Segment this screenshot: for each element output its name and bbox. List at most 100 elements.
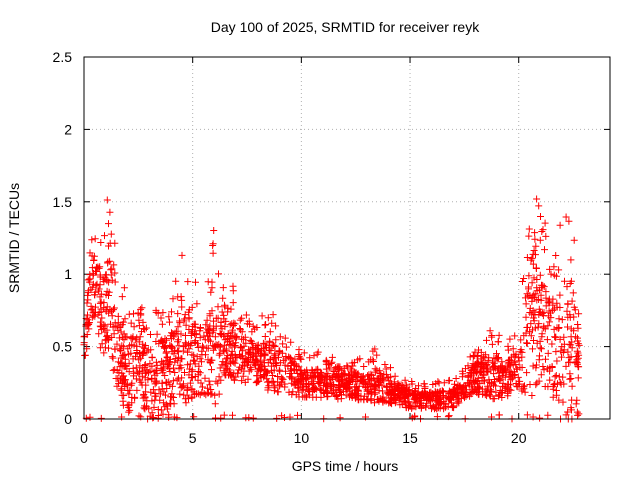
data-point	[136, 350, 143, 358]
data-point	[198, 351, 206, 359]
data-point	[281, 383, 289, 391]
data-point	[484, 382, 492, 390]
data-point	[525, 272, 533, 280]
data-point	[126, 406, 134, 414]
data-point	[237, 326, 244, 334]
data-point	[136, 333, 144, 341]
x-tick-label: 10	[294, 430, 310, 446]
data-point	[208, 284, 216, 292]
data-point	[86, 249, 94, 257]
data-point	[96, 344, 104, 352]
data-point	[203, 316, 211, 324]
data-point	[274, 388, 282, 396]
data-point	[97, 290, 105, 298]
data-point	[402, 385, 410, 393]
data-point	[524, 292, 532, 300]
data-point	[567, 404, 575, 412]
data-point	[262, 321, 270, 328]
data-point	[259, 339, 267, 347]
data-point	[263, 375, 271, 383]
data-point	[542, 302, 550, 310]
data-point	[214, 314, 222, 322]
data-point	[445, 387, 453, 395]
data-point	[489, 395, 497, 403]
data-point	[155, 340, 163, 348]
data-point	[343, 362, 351, 370]
data-point	[353, 377, 361, 385]
data-point	[257, 358, 265, 366]
data-point	[134, 309, 142, 317]
y-tick-label: 2	[64, 121, 72, 137]
data-point	[252, 356, 260, 364]
data-point	[294, 411, 301, 419]
data-point	[533, 379, 541, 387]
data-point	[501, 383, 509, 391]
data-point	[240, 342, 248, 350]
data-point	[373, 351, 381, 359]
data-point	[541, 219, 549, 227]
data-point	[542, 288, 550, 296]
data-point	[523, 411, 531, 419]
data-point	[187, 341, 195, 349]
data-point	[123, 401, 131, 409]
data-point	[419, 389, 427, 397]
data-point	[105, 344, 112, 352]
data-point	[506, 367, 514, 375]
data-point	[289, 388, 297, 396]
data-point	[412, 403, 420, 411]
data-point	[205, 377, 213, 385]
data-point	[484, 356, 492, 364]
data-point	[574, 411, 582, 419]
data-point	[375, 397, 383, 405]
data-point	[214, 303, 222, 311]
data-point	[206, 322, 214, 330]
data-point	[560, 333, 568, 341]
data-point	[466, 392, 474, 400]
data-point	[231, 320, 239, 328]
data-point	[450, 385, 458, 393]
data-point	[93, 280, 101, 288]
data-point	[177, 330, 185, 338]
data-point	[230, 358, 238, 366]
data-point	[562, 411, 570, 419]
data-point	[171, 369, 179, 376]
data-point	[174, 348, 182, 356]
data-point	[97, 414, 105, 422]
data-point	[564, 408, 572, 416]
data-point	[536, 308, 544, 316]
data-point	[542, 355, 549, 363]
data-point	[228, 328, 236, 336]
data-point	[352, 372, 360, 380]
data-point	[370, 382, 378, 390]
data-point	[481, 377, 489, 385]
data-point	[89, 271, 97, 279]
data-point	[226, 321, 234, 329]
data-point	[276, 348, 284, 356]
data-point	[269, 311, 277, 319]
data-point	[87, 306, 95, 314]
data-point	[112, 375, 120, 382]
data-point	[530, 247, 538, 254]
data-point	[403, 383, 411, 391]
data-point	[120, 376, 128, 384]
data-point	[570, 236, 578, 244]
data-point	[551, 373, 559, 381]
data-point	[344, 377, 352, 385]
data-point	[541, 246, 548, 254]
data-point	[217, 342, 224, 350]
data-point	[188, 351, 196, 359]
data-point	[84, 276, 92, 284]
data-point	[152, 358, 160, 366]
data-point	[166, 318, 173, 326]
data-point	[394, 391, 402, 399]
data-point	[489, 363, 497, 371]
data-point	[269, 359, 277, 367]
data-point	[398, 397, 406, 405]
data-point	[282, 355, 290, 363]
data-point	[119, 318, 127, 326]
data-point	[270, 387, 278, 395]
data-point	[276, 382, 284, 390]
data-point	[528, 279, 536, 287]
data-point	[556, 291, 564, 299]
data-point	[490, 381, 497, 389]
